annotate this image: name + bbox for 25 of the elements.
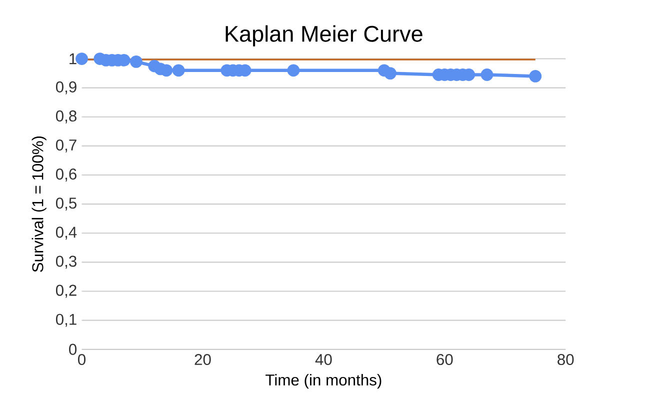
y-tick-label: 0,8 — [56, 110, 76, 124]
x-tick-label: 20 — [194, 354, 211, 366]
y-tick-label: 0,2 — [56, 284, 76, 298]
x-tick-label: 0 — [78, 354, 86, 366]
y-tick-label: 0,7 — [56, 139, 76, 152]
point — [172, 64, 185, 77]
y-tick-label: 0,6 — [56, 168, 76, 182]
y-tick-label: 0 — [69, 344, 77, 355]
chart-title: Kaplan Meier Curve — [226, 25, 422, 46]
x-tick-label: 80 — [558, 354, 574, 366]
x-tick-label: 60 — [436, 354, 453, 366]
y-tick-label: 0,5 — [56, 198, 76, 211]
y-tick-label: 0,9 — [56, 81, 76, 94]
x-tick-label: 40 — [315, 354, 332, 366]
point — [384, 67, 396, 80]
x-axis-title: Time (in months) — [266, 374, 382, 389]
point — [130, 55, 142, 68]
point — [480, 68, 494, 81]
point — [287, 64, 300, 77]
point — [76, 52, 88, 65]
y-axis-title: Survival (1 = 100%) — [32, 136, 46, 272]
y-tick-label: 0,3 — [56, 256, 76, 269]
point — [529, 70, 542, 82]
y-tick-label: 0,1 — [56, 314, 76, 327]
y-tick-label: 0,4 — [56, 226, 77, 240]
